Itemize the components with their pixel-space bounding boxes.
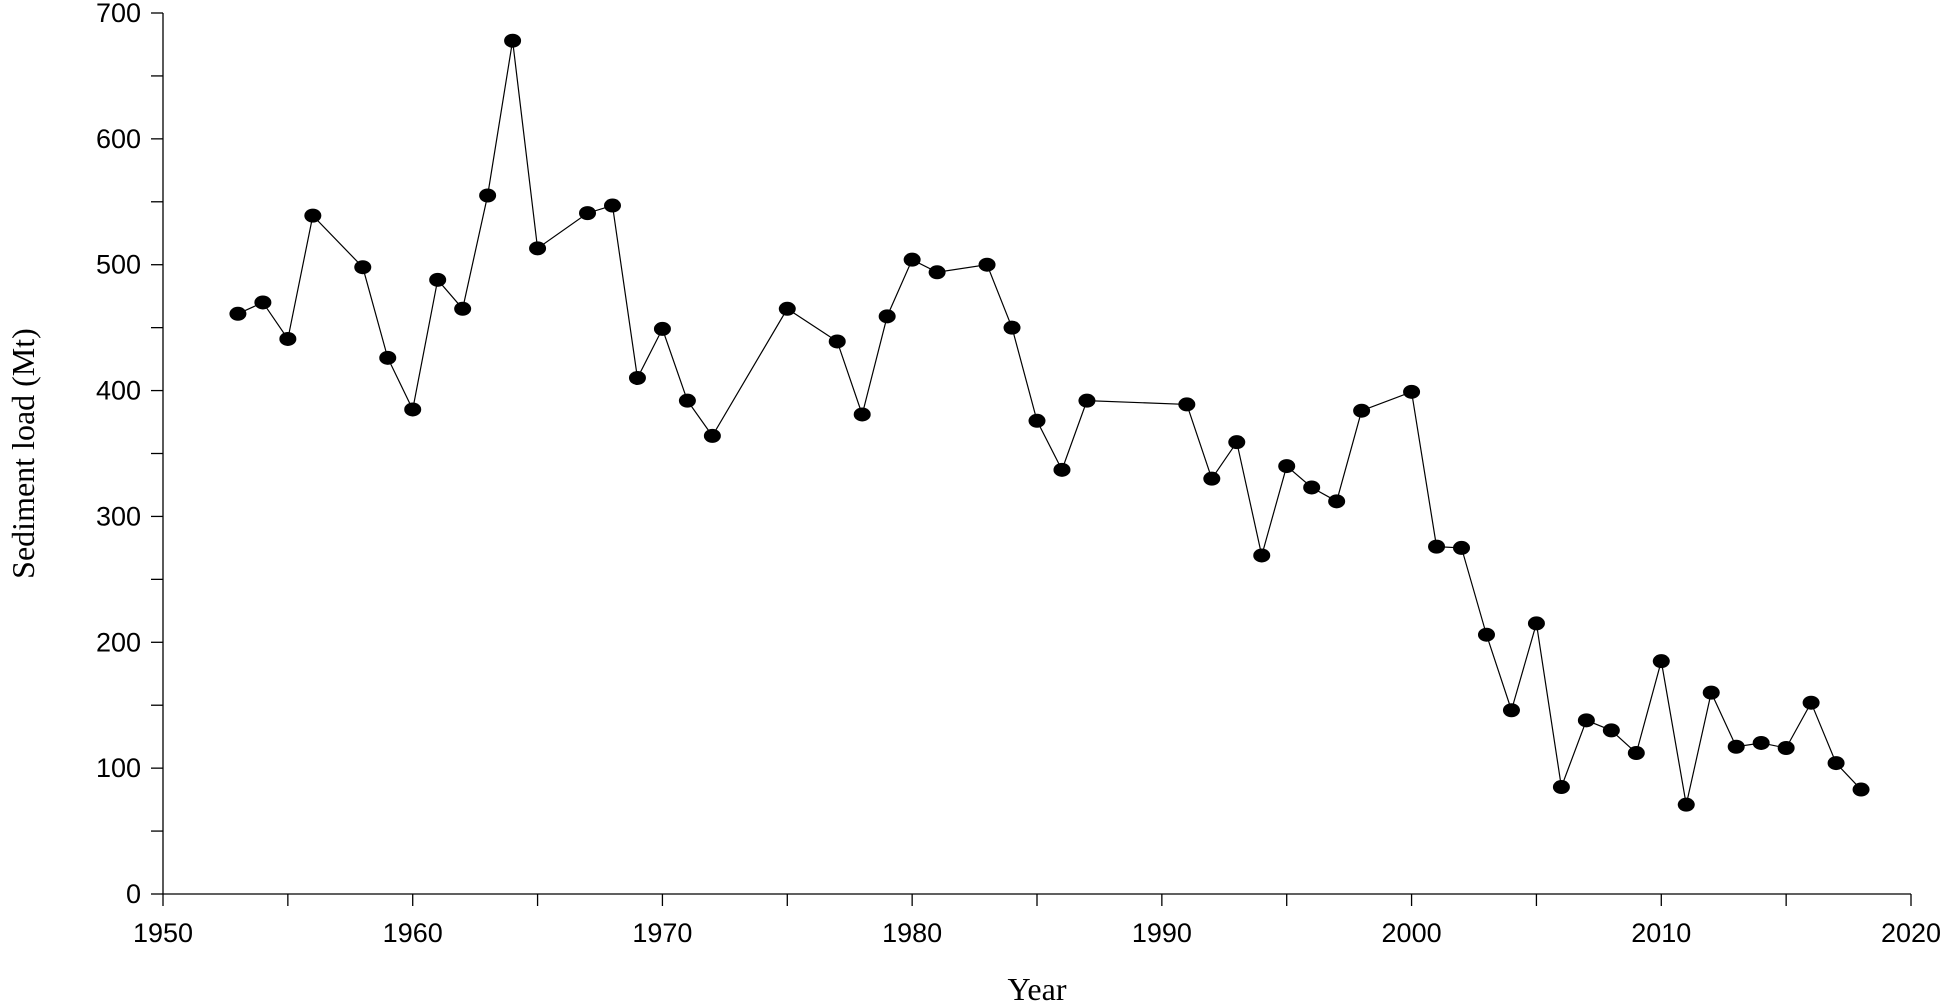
data-point [978,257,996,272]
data-point [304,208,322,223]
x-tick-label: 2020 [1881,918,1941,948]
data-point [254,295,272,310]
series-line [237,40,1862,805]
data-point [229,306,247,321]
y-tick-label: 400 [96,376,141,406]
data-point [1428,539,1446,554]
x-tick-label: 2000 [1382,918,1442,948]
ticks: 0 100 200 300 400 500 600 700 1950 1960 1970 1980 19… [96,0,1941,948]
data-point [354,260,372,275]
data-point [928,265,946,280]
data-point [1577,713,1595,728]
data-point [1527,616,1545,631]
data-point [1777,741,1795,756]
data-point [778,301,796,316]
y-tick-label: 0 [126,879,141,909]
y-tick-label: 100 [96,753,141,783]
data-point [1602,723,1620,738]
data-point [1203,471,1221,486]
data-point [1752,735,1770,750]
data-point [1003,320,1021,335]
data-point [1453,540,1471,555]
x-tick-label: 2010 [1631,918,1691,948]
data-point [1178,397,1196,412]
axes [162,13,1911,895]
x-tick-label: 1950 [133,918,193,948]
x-tick-label: 1990 [1132,918,1192,948]
data-point [1827,756,1845,771]
data-point [603,198,621,213]
data-point [828,334,846,349]
data-point [653,321,671,336]
data-point [853,407,871,422]
data-point [1228,435,1246,450]
data-point [903,252,921,267]
data-point [1403,384,1421,399]
data-point [429,272,447,287]
data-point [1652,654,1670,669]
data-point [1328,494,1346,509]
x-tick-label: 1960 [383,918,443,948]
y-tick-label: 700 [96,0,141,28]
data-point [678,393,696,408]
x-tick-label: 1980 [882,918,942,948]
data-point [1852,782,1870,797]
data-point [1677,797,1695,812]
data-point [1053,462,1071,477]
data-point [1802,695,1820,710]
y-tick-label: 300 [96,501,141,531]
data-point [579,206,597,221]
data-point [1477,627,1495,642]
data-point [1353,403,1371,418]
data-point [878,309,896,324]
y-tick-label: 200 [96,627,141,657]
data-point [279,331,297,346]
y-tick-label: 600 [96,124,141,154]
data-point [1253,548,1271,563]
data-point [379,350,397,365]
x-tick-label: 1970 [632,918,692,948]
data-point [1303,480,1321,495]
data-point [1727,739,1745,754]
data-point [454,301,472,316]
plot-area [229,33,1870,812]
data-point [404,402,422,417]
data-point [1502,703,1520,718]
data-point [1702,685,1720,700]
data-point [1078,393,1096,408]
data-point [1552,780,1570,795]
data-point [479,188,497,203]
x-axis-title: Year [1008,971,1067,1006]
data-point [1028,413,1046,428]
data-point [529,241,547,256]
data-point [703,428,721,443]
data-point [504,33,522,48]
data-point [1627,746,1645,761]
data-point [628,370,646,385]
data-point [1278,459,1296,474]
y-axis-title: Sediment load (Mt) [5,328,41,579]
y-tick-label: 500 [96,250,141,280]
